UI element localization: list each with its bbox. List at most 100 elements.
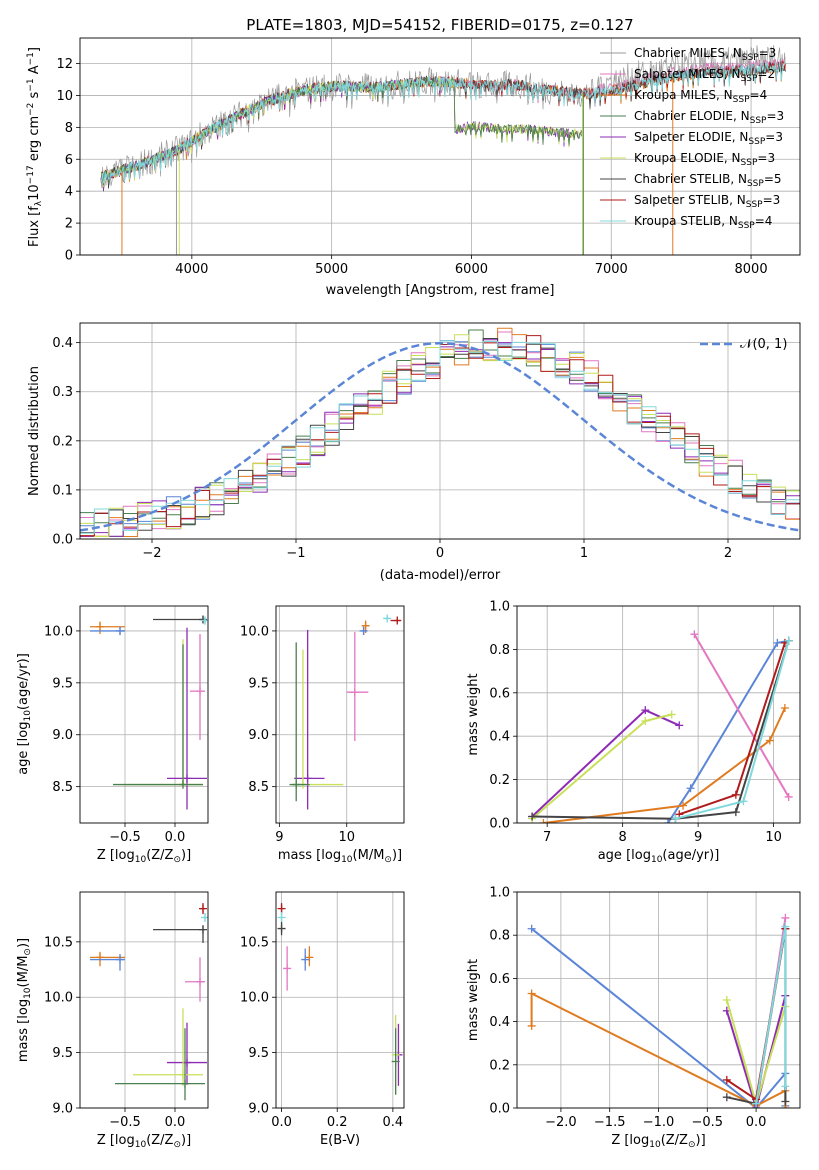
x-tick-label: 1 bbox=[580, 546, 588, 561]
data-point bbox=[667, 710, 676, 719]
data-point bbox=[690, 630, 699, 639]
data-point bbox=[784, 792, 793, 801]
y-tick-label: 1.0 bbox=[489, 886, 510, 901]
y-tick-label: 10.5 bbox=[240, 935, 269, 950]
y-tick-label: 0.2 bbox=[489, 773, 510, 788]
y-tick-label: 8.5 bbox=[248, 780, 269, 795]
x-tick-label: 0 bbox=[436, 546, 444, 561]
data-point bbox=[752, 1099, 761, 1108]
grid bbox=[517, 891, 800, 1109]
data-point bbox=[359, 626, 368, 635]
y-tick-label: 10.5 bbox=[44, 935, 73, 950]
data-point bbox=[781, 1097, 790, 1106]
weight-line bbox=[667, 639, 789, 823]
y-tick-label: 9.0 bbox=[52, 1102, 73, 1117]
x-tick-label: 8000 bbox=[735, 262, 768, 277]
data-point bbox=[780, 703, 789, 712]
age-vs-Z-panel: −0.5 0.0 8.5 9.0 9.5 10.0 Z [log10(Z/Z⊙)] age [… bbox=[16, 605, 209, 865]
data-point bbox=[277, 913, 286, 922]
grid bbox=[276, 892, 404, 1109]
x-tick-label: 8 bbox=[619, 830, 627, 845]
data-point bbox=[722, 1093, 731, 1102]
spectrum-line bbox=[100, 61, 786, 184]
data-point bbox=[731, 790, 740, 799]
plot-area bbox=[528, 630, 793, 823]
mass-vs-EBV-panel: 0.0 0.2 0.4 9.0 9.5 10.0 10.5 E(B-V) bbox=[240, 891, 405, 1148]
x-tick-label: −0.5 bbox=[692, 1115, 724, 1130]
axes-frame bbox=[79, 37, 801, 256]
y-tick-label: 0.0 bbox=[489, 817, 510, 832]
y-tick-label: 10.0 bbox=[44, 991, 73, 1006]
y-tick-label: 9.5 bbox=[52, 1046, 73, 1061]
y-tick-label: 0.4 bbox=[489, 1015, 510, 1030]
legend-label: Salpeter STELIB, NSSP=3 bbox=[634, 193, 780, 210]
x-tick-label: 2 bbox=[724, 546, 732, 561]
y-tick-label: 8 bbox=[65, 121, 73, 136]
data-point bbox=[679, 801, 688, 810]
weight-line bbox=[675, 640, 790, 820]
legend: Chabrier MILES, NSSP=3 Salpeter MILES, NS… bbox=[600, 46, 784, 231]
axes-frame bbox=[79, 322, 801, 540]
legend-label: Salpeter ELODIE, NSSP=3 bbox=[634, 130, 783, 147]
mass-weight-vs-age-panel: 7 8 9 10 0.0 0.2 0.4 0.6 0.8 1.0 age [log10(age/yr… bbox=[466, 600, 801, 865]
y-tick-label: 0.2 bbox=[52, 434, 73, 449]
y-tick-label: 0.6 bbox=[489, 686, 510, 701]
x-tick-label: 0.4 bbox=[383, 1115, 404, 1130]
weight-line bbox=[678, 642, 786, 816]
data-point bbox=[116, 626, 124, 635]
data-point bbox=[303, 774, 312, 783]
y-tick-label: 12 bbox=[56, 57, 73, 72]
x-axis-label: mass [log10(M/M⊙)] bbox=[278, 848, 402, 865]
x-tick-label: 0.0 bbox=[271, 1115, 292, 1130]
y-tick-label: 0.0 bbox=[489, 1102, 510, 1117]
y-tick-label: 0.8 bbox=[489, 929, 510, 944]
data-point bbox=[196, 687, 204, 696]
y-tick-label: 10.0 bbox=[44, 624, 73, 639]
plot-area bbox=[80, 327, 800, 537]
plot-area bbox=[90, 615, 208, 810]
grid bbox=[80, 892, 208, 1109]
data-point bbox=[96, 622, 104, 631]
legend-label: Kroupa MILES, NSSP=4 bbox=[634, 88, 767, 105]
x-tick-label: 0.2 bbox=[327, 1115, 348, 1130]
legend-label: Chabrier STELIB, NSSP=5 bbox=[634, 172, 782, 189]
y-tick-label: 0.8 bbox=[489, 643, 510, 658]
x-axis-label: Z [log10(Z/Z⊙)] bbox=[97, 848, 191, 865]
y-axis-label: mass weight bbox=[466, 673, 481, 755]
y-tick-label: 0.2 bbox=[489, 1058, 510, 1073]
y-tick-label: 8.5 bbox=[52, 780, 73, 795]
data-point bbox=[179, 780, 187, 789]
y-tick-label: 0.3 bbox=[52, 385, 73, 400]
data-point bbox=[277, 904, 286, 913]
axes-frame bbox=[516, 605, 801, 824]
data-point bbox=[781, 913, 790, 922]
x-tick-label: 0.0 bbox=[165, 1115, 186, 1130]
x-axis-label: age [log10(age/yr)] bbox=[598, 848, 720, 865]
axes-frame bbox=[516, 891, 801, 1109]
data-point bbox=[383, 614, 392, 623]
x-axis-label: (data-model)/error bbox=[380, 568, 501, 583]
y-axis-label: Normed distribution bbox=[27, 366, 42, 496]
data-point bbox=[739, 797, 748, 806]
grid bbox=[80, 606, 208, 823]
data-point bbox=[527, 1021, 536, 1030]
mass-weight-vs-Z-panel: −2.0 −1.5 −1.0 −0.5 0.0 0.0 0.2 0.4 0.6 0.8 1.0 Z [… bbox=[466, 886, 801, 1150]
data-point bbox=[765, 736, 774, 745]
y-axis-label: mass [log10(M/M⊙)] bbox=[16, 938, 33, 1062]
data-point bbox=[391, 1057, 400, 1066]
x-tick-label: −2 bbox=[142, 546, 161, 561]
legend-label: 𝒩(0, 1) bbox=[740, 337, 787, 352]
residuals-panel: −2 −1 0 1 2 0.0 0.1 0.2 0.3 0.4 𝒩(0, 1) (data-model… bbox=[27, 322, 801, 583]
y-tick-label: 0.4 bbox=[52, 336, 73, 351]
plot-area bbox=[289, 614, 402, 810]
x-tick-label: −0.5 bbox=[109, 1115, 141, 1130]
x-tick-label: −1.0 bbox=[643, 1115, 675, 1130]
data-point bbox=[301, 955, 310, 964]
legend-label: Chabrier MILES, NSSP=3 bbox=[634, 46, 776, 63]
x-tick-label: −2.0 bbox=[545, 1115, 577, 1130]
y-axis-label: Flux [fλ10−17 erg cm−2 s−1 A−1] bbox=[26, 47, 44, 247]
y-tick-label: 9.5 bbox=[52, 676, 73, 691]
axes-frame bbox=[275, 891, 405, 1109]
plot-area bbox=[527, 913, 790, 1108]
